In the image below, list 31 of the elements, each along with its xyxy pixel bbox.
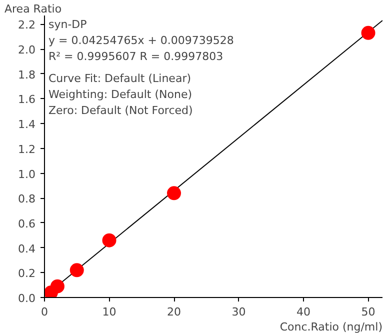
y-tick-label: 1.4 <box>18 118 36 132</box>
y-tick-label: 0.2 <box>18 267 36 280</box>
annotation: syn-DP <box>48 18 88 31</box>
x-tick-label: 20 <box>167 306 182 318</box>
y-tick-label: 0.8 <box>18 192 36 206</box>
y-tick-label: 1.6 <box>18 93 36 106</box>
point <box>167 186 181 200</box>
annotation: R² = 0.9995607 R = 0.9997803 <box>48 50 224 63</box>
y-tick-label: 0.0 <box>18 292 36 305</box>
x-tick-label: 30 <box>232 306 246 318</box>
x-tick-label: 40 <box>296 306 311 318</box>
point <box>361 26 376 40</box>
x-axis-title: Conc.Ratio (ng/ml) <box>280 320 383 333</box>
y-tick-label: 2.0 <box>18 44 36 57</box>
x-tick-label: 0 <box>41 306 48 318</box>
annotation: Curve Fit: Default (Linear) <box>48 72 192 85</box>
y-axis-title: Area Ratio <box>4 2 62 16</box>
y-tick-label: 0.6 <box>18 217 36 230</box>
annotation: y = 0.04254765x + 0.009739528 <box>48 34 234 47</box>
annotation: Weighting: Default (None) <box>48 88 192 101</box>
y-tick-label: 1.0 <box>18 168 36 181</box>
y-tick-label: 1.8 <box>18 68 36 82</box>
point <box>70 263 84 278</box>
annotation: Zero: Default (Not Forced) <box>48 104 193 117</box>
point <box>50 279 64 294</box>
y-tick-label: 2.2 <box>18 18 36 32</box>
x-tick-label: 50 <box>361 306 376 318</box>
point <box>102 233 116 248</box>
y-tick-label: 1.2 <box>18 142 36 156</box>
y-tick-label: 0.4 <box>18 242 36 256</box>
x-tick-label: 10 <box>102 306 116 318</box>
